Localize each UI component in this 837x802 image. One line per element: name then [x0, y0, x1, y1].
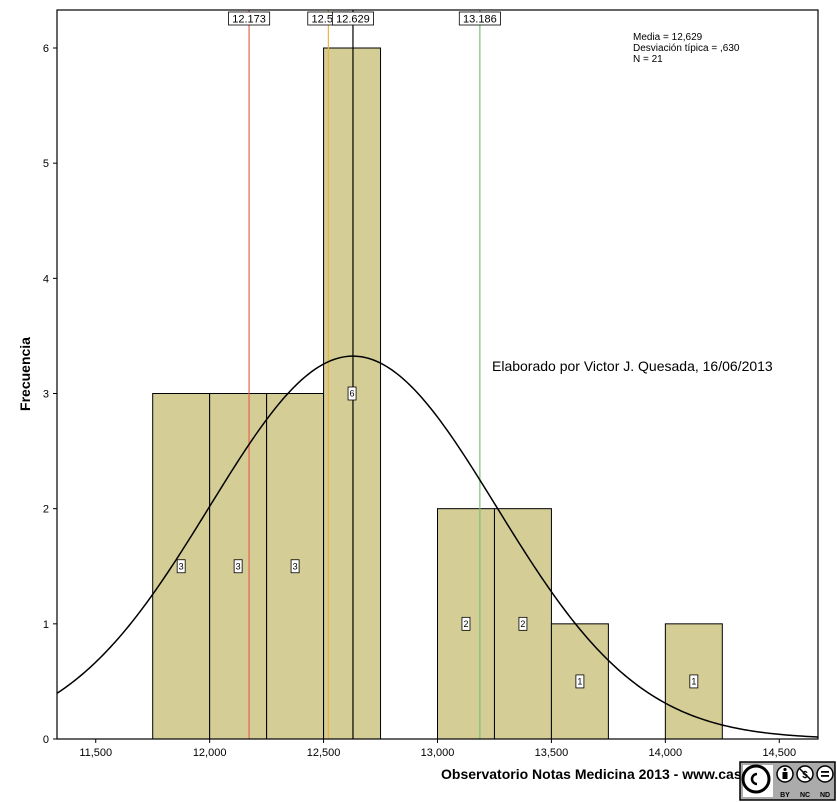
stats-line: Desviación típica = ,630	[633, 43, 740, 54]
cc-license-badge: $ BY NC ND	[739, 761, 836, 801]
bar-count-label: 3	[236, 561, 241, 571]
license-label-by: BY	[780, 792, 790, 799]
reference-line-label: 13.186	[463, 14, 497, 26]
bar-count-label: 6	[350, 389, 355, 399]
reference-line-label: 12.173	[232, 14, 266, 26]
x-tick-label: 12,500	[307, 747, 341, 759]
bar-count-label: 1	[691, 676, 696, 686]
y-tick-label: 0	[43, 734, 49, 746]
y-tick-label: 2	[43, 504, 49, 516]
y-tick-label: 4	[43, 273, 49, 285]
y-axis-title: Frecuencia	[17, 337, 33, 411]
stats-line: N = 21	[633, 54, 663, 65]
bar-count-label: 3	[179, 561, 184, 571]
reference-label-box	[458, 11, 501, 26]
reference-label-box	[331, 11, 374, 26]
x-tick-label: 11,500	[79, 747, 112, 759]
bar-count-box	[290, 559, 300, 574]
y-tick-label: 1	[43, 619, 49, 631]
nc-icon: $	[796, 765, 814, 783]
svg-text:$: $	[802, 770, 808, 781]
x-tick-label: 14,500	[762, 747, 796, 759]
bar-count-box	[347, 386, 357, 401]
x-tick-label: 14,000	[649, 747, 683, 759]
bar-count-label: 2	[463, 619, 468, 629]
x-axis: 11,500 12,000 12,500 13,000 13,500 14,000 14,5…	[79, 739, 796, 759]
bar-count-label: 1	[577, 676, 582, 686]
y-axis: 0 1 2 3 4 5 6	[43, 43, 57, 746]
y-tick-label: 3	[43, 389, 49, 401]
license-label-nd: ND	[820, 792, 830, 799]
bar-count-box	[518, 616, 528, 631]
bar-count-box	[689, 674, 699, 689]
bar-count-box	[461, 616, 471, 631]
stats-line: Media = 12,629	[633, 32, 703, 43]
by-icon	[776, 765, 794, 783]
bar-count-label: 2	[520, 619, 525, 629]
x-tick-label: 12,000	[193, 747, 227, 759]
license-label-nc: NC	[800, 792, 810, 799]
credit-annotation: Elaborado por Victor J. Quesada, 16/06/2…	[492, 358, 773, 374]
x-tick-label: 13,500	[535, 747, 569, 759]
bar-count-label: 3	[293, 561, 298, 571]
x-axis-title: Observatorio Notas Medicina 2013 - www.c…	[441, 766, 835, 782]
bar-count-box	[575, 674, 585, 689]
y-tick-label: 6	[43, 43, 49, 55]
reference-label-box	[228, 11, 271, 26]
cc-icon	[741, 764, 771, 794]
reference-line-label: 12.629	[336, 14, 370, 26]
bar-count-box	[233, 559, 243, 574]
y-tick-label: 5	[43, 158, 49, 170]
normal-curve	[56, 355, 819, 738]
x-tick-label: 13,000	[421, 747, 455, 759]
nd-icon	[816, 765, 834, 783]
bar-count-box	[176, 559, 186, 574]
